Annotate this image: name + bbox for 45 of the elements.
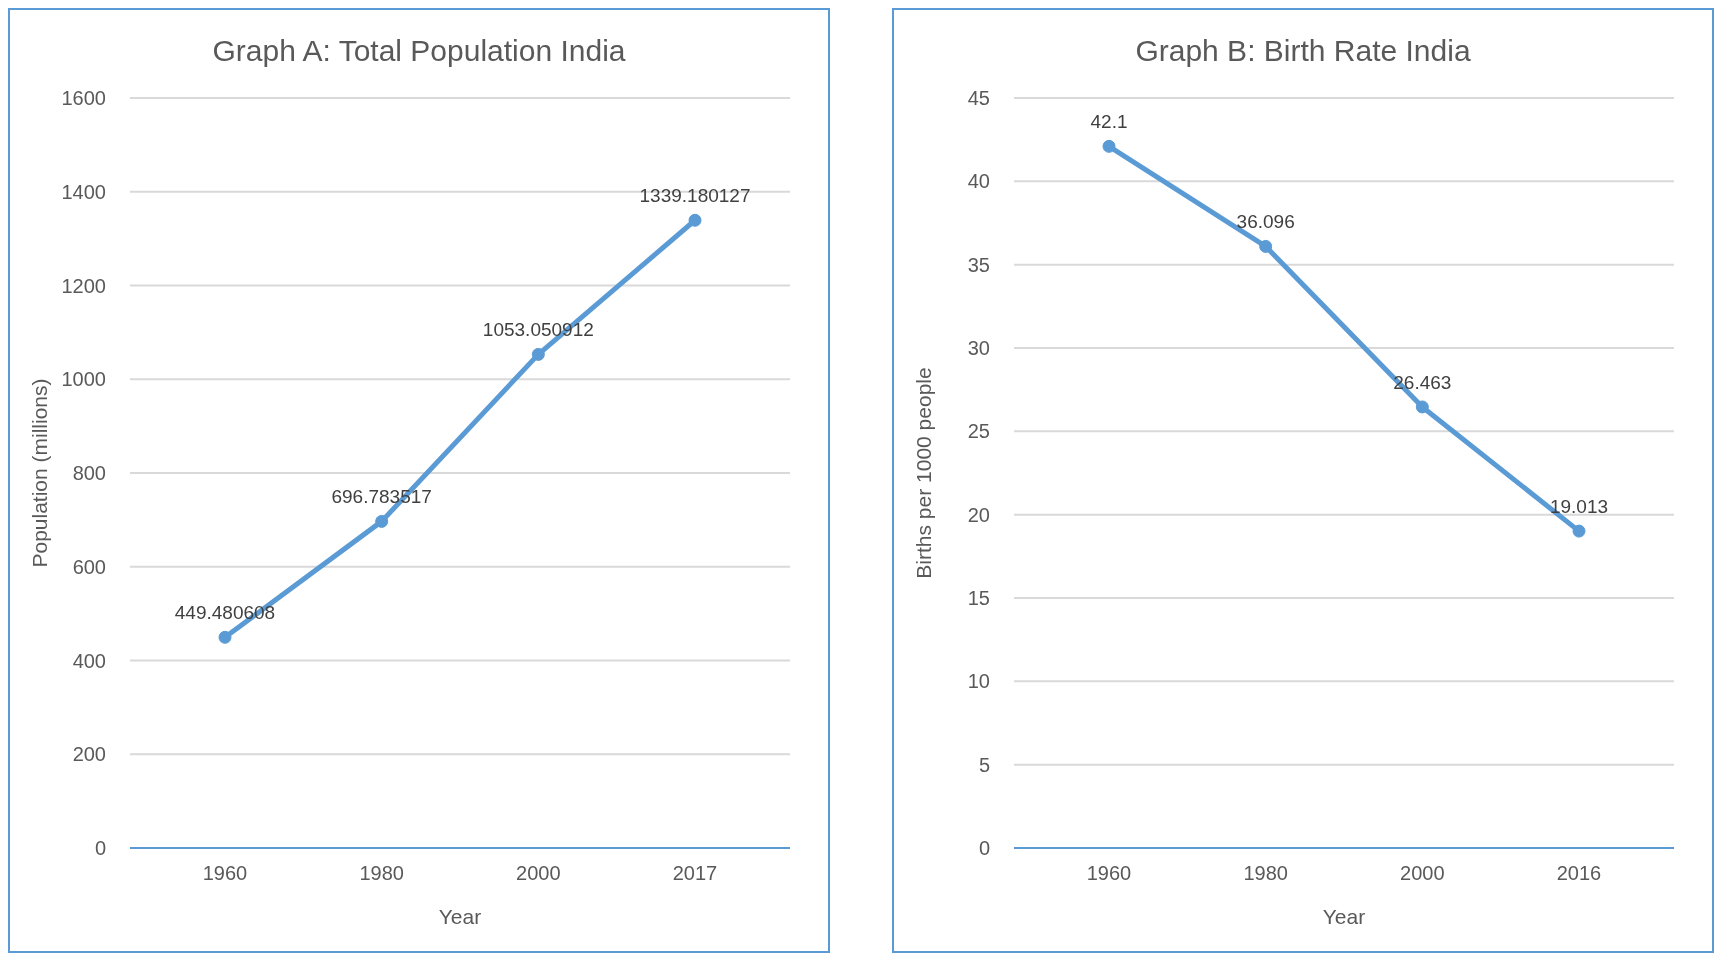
x-tick-label: 1960 — [202, 862, 248, 885]
y-tick-label: 20 — [967, 503, 990, 526]
x-tick-label: 1980 — [359, 862, 404, 885]
point — [688, 213, 702, 227]
y-tick-label: 40 — [967, 170, 990, 193]
data-label: 36.096 — [1236, 211, 1295, 233]
y-axis-title: Population (millions) — [28, 378, 52, 568]
y-tick-label: 10 — [967, 670, 990, 693]
y-tick-label: 15 — [967, 587, 990, 610]
x-axis-title: Year — [1322, 905, 1366, 928]
y-tick-label: 45 — [967, 87, 990, 110]
point — [1572, 524, 1586, 538]
chart-title: Graph B: Birth Rate India — [1134, 34, 1472, 69]
x-tick-label: 1980 — [1243, 862, 1288, 885]
chart-title: Graph A: Total Population India — [211, 34, 627, 69]
point — [1102, 139, 1116, 153]
point — [1415, 400, 1429, 414]
y-tick-label: 1600 — [61, 87, 106, 110]
x-tick-label: 2000 — [1400, 862, 1445, 885]
data-label: 19.013 — [1549, 496, 1609, 518]
x-tick-label: 2016 — [1556, 862, 1602, 885]
y-axis-title: Births per 1000 people — [912, 367, 936, 579]
y-tick-label: 30 — [967, 337, 990, 360]
y-tick-label: 1000 — [61, 368, 106, 391]
y-tick-label: 0 — [978, 837, 990, 860]
point — [375, 514, 389, 528]
y-tick-label: 0 — [94, 837, 106, 860]
x-axis-title: Year — [438, 905, 482, 928]
y-tick-label: 600 — [72, 555, 106, 578]
point — [1259, 239, 1273, 253]
data-label: 1339.180127 — [639, 185, 751, 207]
y-tick-label: 200 — [72, 743, 106, 766]
y-tick-label: 400 — [72, 649, 106, 672]
y-tick-label: 800 — [72, 462, 106, 485]
y-tick-label: 25 — [967, 420, 990, 443]
y-tick-label: 1400 — [61, 180, 106, 203]
data-label: 42.1 — [1090, 111, 1128, 133]
x-tick-label: 1960 — [1086, 862, 1132, 885]
point — [531, 347, 545, 361]
x-tick-label: 2000 — [516, 862, 561, 885]
y-tick-label: 5 — [978, 753, 990, 776]
y-tick-label: 1200 — [61, 274, 106, 297]
x-tick-label: 2017 — [672, 862, 718, 885]
y-tick-label: 35 — [967, 253, 990, 276]
point — [218, 630, 232, 644]
